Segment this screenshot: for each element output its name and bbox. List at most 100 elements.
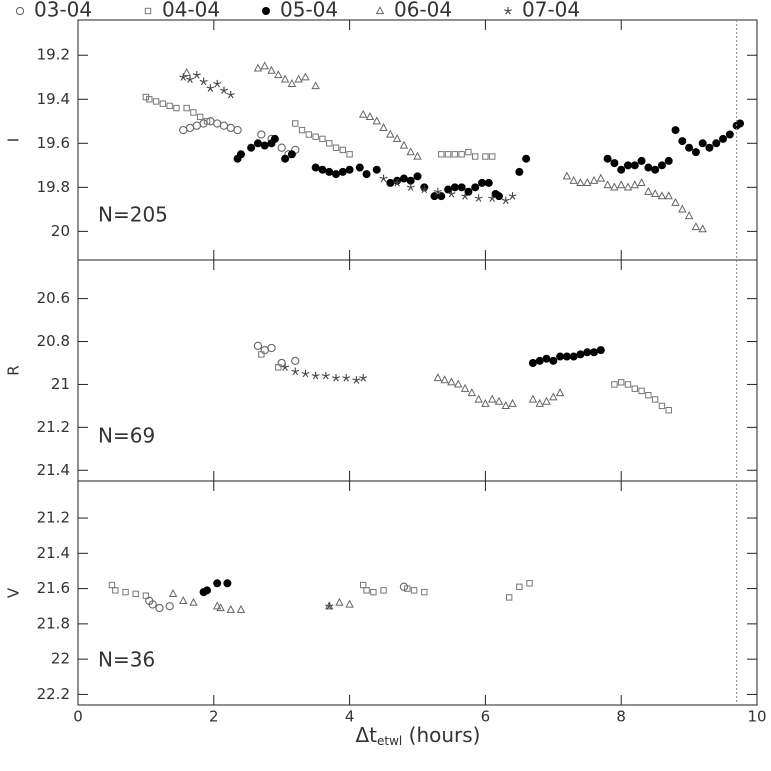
marker-dot xyxy=(664,156,673,165)
y-tick-label: 21.6 xyxy=(37,579,70,597)
marker-triangle xyxy=(212,601,222,610)
marker-triangle xyxy=(413,151,422,160)
x-tick-label: 8 xyxy=(616,708,626,726)
marker-circle xyxy=(192,121,201,130)
marker-circle xyxy=(291,356,300,365)
marker-triangle xyxy=(168,589,178,597)
y-tick-label: 21.2 xyxy=(37,418,70,436)
marker-triangle xyxy=(535,398,544,407)
marker-circle xyxy=(185,123,195,133)
marker-star xyxy=(206,84,215,92)
marker-triangle xyxy=(358,109,368,118)
marker-square xyxy=(488,153,496,160)
legend-label: 06-04 xyxy=(394,0,452,22)
marker-square xyxy=(472,153,479,160)
marker-dot xyxy=(522,154,531,163)
marker-triangle xyxy=(596,173,606,182)
marker-star xyxy=(447,189,456,198)
marker-circle xyxy=(399,582,409,591)
marker-triangle xyxy=(216,603,225,612)
marker-circle xyxy=(155,603,164,613)
y-axis-label: V xyxy=(5,587,23,598)
marker-square xyxy=(108,581,116,589)
marker-triangle xyxy=(542,396,551,405)
marker-triangle xyxy=(630,180,640,189)
y-tick-label: 21 xyxy=(51,375,70,393)
marker-square xyxy=(203,118,211,125)
annotation: N=205 xyxy=(98,203,168,227)
y-tick-label: 20.6 xyxy=(37,289,70,307)
x-tick-label: 2 xyxy=(209,708,219,726)
marker-square xyxy=(465,148,472,156)
marker-dot xyxy=(311,163,320,172)
marker-dot xyxy=(705,143,714,152)
marker-triangle xyxy=(678,204,687,213)
marker-square xyxy=(638,387,645,395)
marker-square xyxy=(339,146,347,154)
legend-label: 04-04 xyxy=(162,0,220,22)
marker-square xyxy=(122,588,129,596)
marker-circle xyxy=(15,6,25,16)
marker-triangle xyxy=(345,599,354,608)
marker-dot xyxy=(260,141,269,150)
y-tick-label: 22.2 xyxy=(37,685,70,703)
marker-square xyxy=(298,126,306,134)
marker-circle xyxy=(277,143,286,152)
marker-square xyxy=(359,581,367,589)
marker-dot xyxy=(457,183,466,192)
marker-dot xyxy=(345,165,354,174)
marker-star xyxy=(301,369,310,378)
marker-square xyxy=(618,379,625,386)
marker-square xyxy=(112,587,119,594)
marker-dot xyxy=(623,161,632,170)
marker-star xyxy=(226,90,235,99)
marker-triangle xyxy=(179,596,188,605)
marker-circle xyxy=(165,602,174,611)
marker-triangle xyxy=(569,175,578,184)
marker-triangle xyxy=(467,388,477,397)
marker-triangle xyxy=(481,398,490,407)
marker-triangle xyxy=(650,189,660,198)
marker-dot xyxy=(610,159,619,168)
marker-square xyxy=(197,113,204,121)
marker-star xyxy=(393,178,402,187)
annotation: N=36 xyxy=(98,648,155,672)
marker-square xyxy=(624,381,632,388)
marker-triangle xyxy=(623,182,633,191)
marker-dot xyxy=(528,358,537,367)
y-tick-label: 20.8 xyxy=(37,332,70,350)
marker-dot xyxy=(362,170,371,179)
marker-triangle xyxy=(280,74,290,83)
marker-dot xyxy=(332,170,341,179)
marker-square xyxy=(190,109,197,116)
annotation: N=69 xyxy=(98,424,155,448)
marker-triangle xyxy=(610,182,619,191)
marker-star xyxy=(311,371,320,380)
marker-square xyxy=(482,153,489,160)
x-tick-label: 4 xyxy=(345,708,355,726)
marker-triangle xyxy=(182,67,191,76)
marker-triangle xyxy=(335,597,344,606)
marker-triangle xyxy=(454,379,463,388)
panel-frame xyxy=(77,19,758,261)
marker-square xyxy=(404,585,411,592)
marker-triangle xyxy=(386,129,395,138)
marker-triangle xyxy=(226,604,236,613)
marker-square xyxy=(319,135,326,143)
marker-star xyxy=(321,371,330,380)
marker-square xyxy=(658,402,666,410)
marker-dot xyxy=(325,167,334,176)
marker-square xyxy=(611,381,618,388)
marker-dot xyxy=(583,348,592,357)
marker-star xyxy=(508,192,517,200)
marker-triangle xyxy=(474,394,483,403)
marker-dot xyxy=(270,134,279,143)
marker-triangle xyxy=(562,171,572,180)
marker-dot xyxy=(281,154,290,163)
marker-dot xyxy=(576,350,585,359)
marker-star xyxy=(352,376,361,384)
marker-star xyxy=(461,192,470,200)
marker-square xyxy=(258,351,265,358)
marker-dot xyxy=(494,192,503,201)
y-tick-label: 21.4 xyxy=(37,461,70,479)
